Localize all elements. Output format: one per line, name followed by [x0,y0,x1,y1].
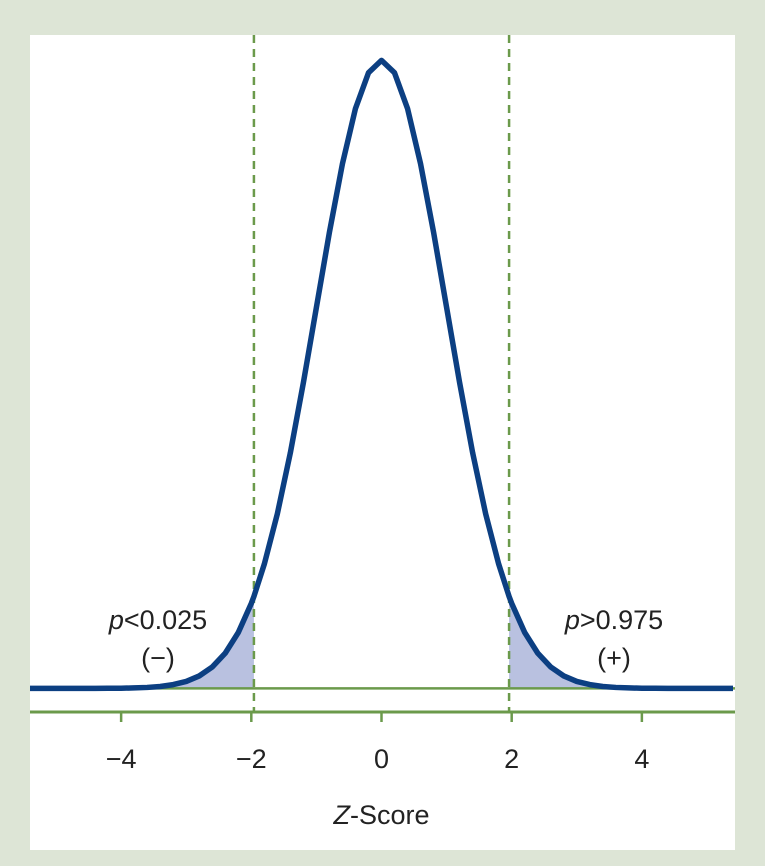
density-curve [30,57,733,692]
annotation-text: >0.975 [580,605,663,635]
x-tick-label: 2 [504,744,519,774]
tail-area [30,596,254,689]
x-tick-label: 4 [634,744,649,774]
annotation-sign: (+) [597,643,631,673]
annotation: p>0.975 [564,605,663,635]
x-axis-label-text: -Score [350,800,430,830]
x-tick-label: 0 [374,744,389,774]
annotation-italic: p [564,605,580,635]
tail-area [509,596,733,689]
x-axis-label-italic: Z [332,800,351,830]
x-tick-label: −2 [236,744,267,774]
x-tick-label: −4 [106,744,137,774]
annotation-italic: p [108,605,124,635]
panel [30,35,735,850]
annotation: p<0.025 [108,605,207,635]
x-axis-label: Z-Score [332,800,429,830]
annotation-text: <0.025 [124,605,207,635]
annotation-sign: (−) [141,643,175,673]
